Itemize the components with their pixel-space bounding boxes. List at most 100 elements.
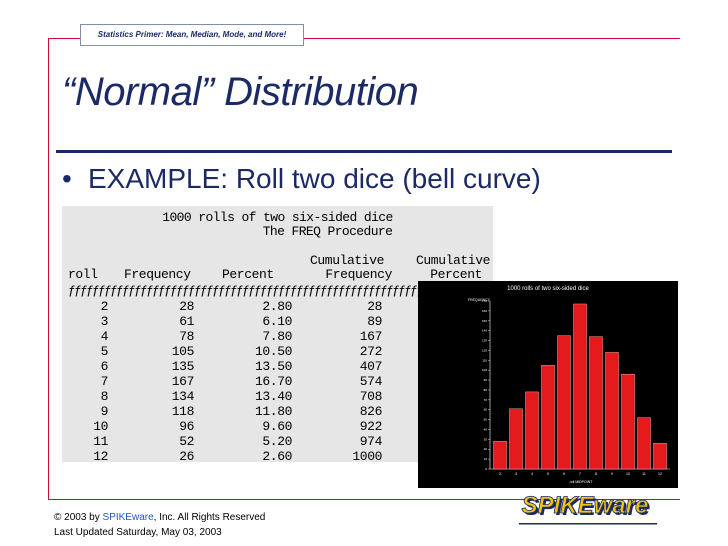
logo-underline — [519, 523, 657, 525]
copyright-prefix: © 2003 by — [54, 512, 103, 523]
cell-roll: 7 — [100, 374, 109, 389]
x-tick-label: 4 — [531, 472, 533, 476]
cell-percent: 11.80 — [254, 404, 292, 419]
cell-roll: 11 — [93, 434, 108, 449]
cell-cum-frequency: 974 — [359, 434, 383, 449]
last-updated: Last Updated Saturday, May 03, 2003 — [54, 527, 222, 538]
frame-bottom-line — [48, 499, 680, 500]
histogram-chart: 1000 rolls of two six-sided dice FREQUEN… — [418, 281, 678, 488]
cell-cum-frequency: 826 — [359, 404, 383, 419]
cell-frequency: 105 — [171, 344, 195, 359]
y-tick-label: 50 — [484, 418, 488, 422]
y-tick-label: 0 — [485, 467, 487, 471]
cell-percent: 16.70 — [254, 374, 292, 389]
header-cum-frequency-top: Cumulative — [309, 253, 384, 268]
cell-frequency: 167 — [171, 374, 195, 389]
cell-frequency: 26 — [179, 449, 194, 462]
cell-roll: 4 — [100, 329, 109, 344]
bullet-dot-icon: • — [62, 163, 72, 194]
x-tick-label: 9 — [611, 472, 613, 476]
x-tick-label: 6 — [563, 472, 565, 476]
cell-cum-frequency: 922 — [359, 419, 383, 434]
bar-roll-7 — [573, 303, 587, 470]
cell-frequency: 78 — [179, 329, 194, 344]
bullet-text: EXAMPLE: Roll two dice (bell curve) — [88, 163, 541, 194]
table-separator: ƒƒƒƒƒƒƒƒƒƒƒƒƒƒƒƒƒƒƒƒƒƒƒƒƒƒƒƒƒƒƒƒƒƒƒƒƒƒƒƒ… — [68, 283, 493, 298]
header-percent: Percent — [222, 267, 274, 282]
header-roll: roll — [68, 267, 98, 282]
cell-roll: 6 — [100, 359, 109, 374]
y-tick-label: 170 — [482, 299, 487, 303]
y-tick-label: 30 — [484, 437, 488, 441]
cell-percent: 7.80 — [262, 329, 292, 344]
cell-cum-frequency: 574 — [359, 374, 383, 389]
bar-roll-9 — [605, 352, 619, 470]
frame-top-line — [48, 38, 680, 39]
x-tick-label: 11 — [642, 472, 646, 476]
cell-roll: 10 — [93, 419, 108, 434]
cell-roll: 9 — [100, 404, 109, 419]
y-tick-label: 160 — [482, 309, 487, 313]
header-frequency: Frequency — [124, 267, 191, 282]
cell-percent: 9.60 — [262, 419, 292, 434]
cell-roll: 8 — [100, 389, 109, 404]
y-tick-label: 40 — [484, 427, 488, 431]
cell-cum-frequency: 89 — [367, 314, 382, 329]
y-tick-label: 100 — [482, 368, 487, 372]
cell-frequency: 118 — [171, 404, 195, 419]
y-tick-label: 80 — [484, 388, 488, 392]
y-tick-label: 60 — [484, 408, 488, 412]
cell-cum-frequency: 272 — [359, 344, 383, 359]
copyright-notice: © 2003 by SPIKEware, Inc. All Rights Res… — [54, 512, 265, 523]
cell-frequency: 61 — [179, 314, 194, 329]
bar-roll-3 — [509, 408, 523, 470]
bar-roll-2 — [493, 441, 507, 470]
chart-bars: 2 3 4 5 6 7 8 9 10 11 12 — [493, 303, 667, 476]
x-tick-label: 12 — [658, 472, 662, 476]
bar-roll-8 — [589, 336, 603, 470]
title-rule — [56, 150, 672, 153]
freq-table-subtitle: The FREQ Procedure — [262, 224, 393, 239]
cell-cum-frequency: 708 — [359, 389, 383, 404]
x-tick-label: 3 — [515, 472, 517, 476]
freq-table-title: 1000 rolls of two six-sided dice — [162, 210, 393, 225]
cell-percent: 10.50 — [254, 344, 292, 359]
cell-percent: 2.60 — [262, 449, 292, 462]
chart-y-axis-label: FREQUENCY — [468, 298, 491, 302]
logo-shadow: SPIKEware — [524, 494, 651, 521]
cell-frequency: 52 — [179, 434, 194, 449]
cell-frequency: 134 — [171, 389, 195, 404]
cell-percent: 13.50 — [254, 359, 292, 374]
slide-title: “Normal” Distribution — [62, 70, 419, 114]
frame-left-line — [48, 38, 49, 500]
bar-roll-6 — [557, 335, 571, 470]
cell-frequency: 28 — [179, 299, 194, 314]
copyright-brand-link[interactable]: SPIKEware — [102, 512, 154, 523]
cell-cum-frequency: 1000 — [352, 449, 382, 462]
y-tick-label: 70 — [484, 398, 488, 402]
header-cum-frequency: Frequency — [325, 267, 392, 282]
bullet-item: • EXAMPLE: Roll two dice (bell curve) — [62, 163, 541, 195]
bar-roll-10 — [621, 373, 635, 470]
cell-cum-frequency: 407 — [359, 359, 383, 374]
cell-roll: 5 — [100, 344, 109, 359]
cell-roll: 2 — [100, 299, 109, 314]
x-tick-label: 5 — [547, 472, 549, 476]
cell-frequency: 96 — [179, 419, 194, 434]
header-tab: Statistics Primer: Mean, Median, Mode, a… — [80, 24, 304, 46]
cell-percent: 6.10 — [262, 314, 292, 329]
bar-roll-12 — [653, 443, 667, 470]
header-cum-percent-top: Cumulative — [415, 253, 490, 268]
y-tick-label: 20 — [484, 447, 488, 451]
cell-cum-frequency: 28 — [367, 299, 382, 314]
logo-text: SPIKEware — [522, 492, 649, 519]
copyright-suffix: , Inc. All Rights Reserved — [153, 512, 266, 523]
cell-percent: 2.80 — [262, 299, 292, 314]
cell-percent: 5.20 — [262, 434, 292, 449]
y-tick-label: 10 — [484, 457, 488, 461]
cell-percent: 13.40 — [254, 389, 292, 404]
x-tick-label: 8 — [595, 472, 597, 476]
cell-frequency: 135 — [171, 359, 195, 374]
y-tick-label: 140 — [482, 329, 487, 333]
bar-roll-4 — [525, 391, 539, 470]
